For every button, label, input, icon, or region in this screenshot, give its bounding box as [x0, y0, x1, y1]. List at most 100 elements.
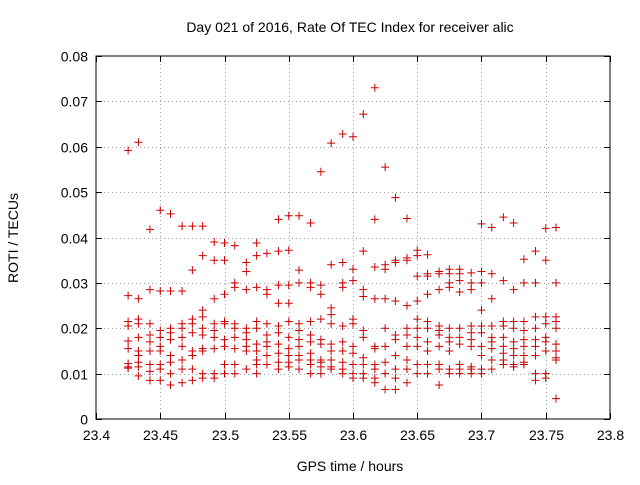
data-point — [541, 374, 550, 383]
data-point — [274, 365, 283, 374]
data-point — [156, 346, 165, 355]
data-point — [455, 276, 464, 285]
data-point — [198, 346, 207, 355]
data-point — [487, 321, 496, 330]
data-point — [178, 365, 187, 374]
data-point — [455, 333, 464, 342]
data-point — [156, 365, 165, 374]
data-point — [541, 319, 550, 328]
data-point — [391, 297, 400, 306]
data-point — [381, 342, 390, 351]
data-point — [134, 294, 143, 303]
data-point — [541, 346, 550, 355]
data-point — [519, 255, 528, 264]
data-point — [220, 342, 229, 351]
y-tick-label: 0.01 — [61, 367, 88, 383]
data-point — [210, 344, 219, 353]
data-point — [391, 385, 400, 394]
data-point — [435, 285, 444, 294]
data-point — [156, 376, 165, 385]
data-point — [274, 247, 283, 256]
data-point — [435, 365, 444, 374]
data-point — [552, 340, 561, 349]
data-point — [423, 290, 432, 299]
data-point — [413, 297, 422, 306]
data-point — [370, 262, 379, 271]
data-point — [402, 331, 411, 340]
data-point — [359, 353, 368, 362]
data-point — [306, 337, 315, 346]
data-point — [188, 376, 197, 385]
data-point — [467, 278, 476, 287]
data-point — [349, 360, 357, 369]
data-point — [338, 258, 347, 267]
data-point — [178, 222, 187, 231]
data-point — [220, 335, 229, 344]
data-point — [178, 287, 187, 296]
data-point — [252, 251, 261, 260]
data-point — [370, 215, 379, 224]
data-point — [455, 340, 464, 349]
data-point — [531, 324, 540, 333]
data-point — [295, 335, 304, 344]
data-point — [210, 238, 219, 247]
data-point — [178, 356, 187, 365]
data-point — [402, 214, 411, 223]
data-point — [220, 256, 229, 265]
data-point — [262, 290, 271, 299]
data-point — [210, 319, 219, 328]
data-point — [552, 346, 561, 355]
data-point — [166, 351, 175, 360]
data-point — [391, 335, 400, 344]
data-point — [359, 360, 368, 369]
data-point — [252, 317, 261, 326]
data-point — [274, 299, 283, 308]
data-point — [252, 346, 261, 355]
data-point — [477, 342, 486, 351]
data-point — [509, 285, 518, 294]
data-point — [552, 394, 561, 403]
data-point — [145, 367, 154, 376]
data-point — [156, 287, 165, 296]
x-tick-label: 23.65 — [400, 427, 435, 443]
data-point — [316, 315, 325, 324]
data-point — [306, 360, 315, 369]
data-point — [467, 369, 476, 378]
data-point — [306, 218, 315, 227]
data-point — [220, 238, 229, 247]
data-point — [306, 317, 315, 326]
data-point — [552, 317, 561, 326]
y-tick-label: 0.05 — [61, 185, 88, 201]
data-point — [145, 319, 154, 328]
data-point — [327, 310, 336, 319]
data-point — [519, 278, 528, 287]
data-point — [477, 328, 486, 337]
data-point — [242, 346, 251, 355]
data-point — [541, 224, 550, 233]
data-point — [230, 360, 239, 369]
data-point — [188, 365, 197, 374]
data-point — [487, 294, 496, 303]
data-point — [381, 265, 390, 274]
data-point — [349, 319, 357, 328]
data-point — [274, 340, 283, 349]
data-point — [327, 319, 336, 328]
data-point — [327, 260, 336, 269]
data-point — [349, 132, 357, 141]
data-point — [487, 223, 496, 232]
x-tick-label: 23.75 — [529, 427, 564, 443]
data-point — [262, 319, 271, 328]
data-point — [359, 333, 368, 342]
data-point — [252, 369, 261, 378]
data-point — [262, 342, 271, 351]
data-point — [166, 380, 175, 389]
data-point — [402, 378, 411, 387]
data-point — [359, 247, 368, 256]
data-point — [381, 369, 390, 378]
data-point — [477, 306, 486, 315]
data-point — [230, 241, 239, 250]
data-point — [252, 324, 261, 333]
data-point — [145, 337, 154, 346]
data-point — [509, 324, 518, 333]
data-point — [295, 266, 304, 275]
